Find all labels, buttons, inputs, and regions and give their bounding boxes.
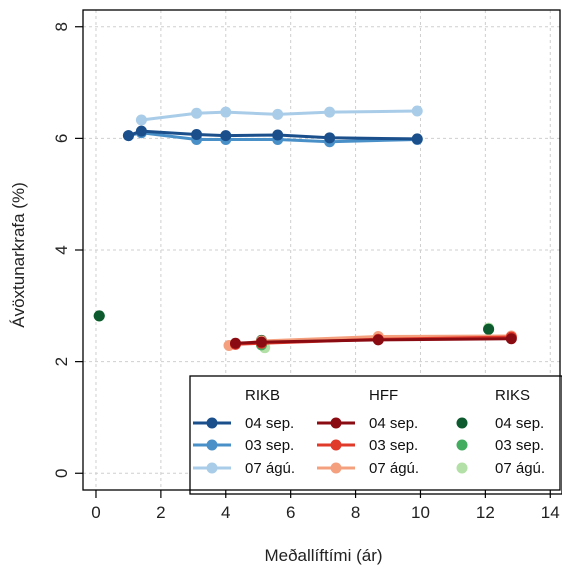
legend-swatch-marker	[206, 462, 218, 474]
series-line-rikb-07-g-	[141, 109, 418, 122]
data-point-rikb-04-sep-	[324, 132, 336, 144]
legend-swatch-marker	[330, 417, 342, 429]
y-axis-title: Ávöxtunarkrafa (%)	[9, 182, 28, 328]
y-tick-label: 6	[52, 134, 71, 143]
y-tick-label: 4	[52, 245, 71, 254]
legend-group-title: RIKS	[495, 387, 530, 404]
data-point-rikb-07-g-	[191, 107, 203, 119]
legend-swatch-marker	[456, 462, 468, 474]
y-tick-label: 2	[52, 357, 71, 366]
legend-entry-label: 04 sep.	[245, 415, 294, 432]
data-point-rikb-07-g-	[411, 105, 423, 117]
legend-swatch-marker	[330, 439, 342, 451]
x-tick-label: 4	[221, 503, 230, 522]
legend-box	[189, 375, 562, 495]
data-point-riks-04-sep-	[483, 323, 495, 335]
legend-swatch-marker	[206, 417, 218, 429]
x-tick-label: 12	[476, 503, 495, 522]
y-tick-label: 8	[52, 22, 71, 31]
x-tick-label: 2	[156, 503, 165, 522]
legend-entry-label: 07 ágú.	[495, 460, 545, 477]
legend-swatch-marker	[456, 417, 468, 429]
x-tick-label: 0	[91, 503, 100, 522]
data-point-hff-04-sep-	[372, 334, 384, 346]
x-tick-label: 10	[411, 503, 430, 522]
data-point-rikb-07-g-	[272, 108, 284, 120]
legend-swatch-marker	[456, 439, 468, 451]
legend-entry-label: 03 sep.	[495, 437, 544, 454]
x-tick-label: 6	[286, 503, 295, 522]
legend-group-title: RIKB	[245, 387, 280, 404]
axes: 0 2 4 6 8 10 12 14 0 2 4 6 8	[52, 22, 560, 522]
series-line-hff-04-sep-	[235, 337, 512, 345]
data-point-hff-04-sep-	[230, 337, 242, 349]
x-axis-title: Meðallíftími (ár)	[264, 546, 382, 565]
data-point-rikb-07-g-	[324, 106, 336, 118]
data-point-rikb-04-sep-	[272, 129, 284, 141]
data-point-riks-04-sep-	[93, 310, 105, 322]
legend-entry-label: 04 sep.	[369, 415, 418, 432]
legend-entry-label: 03 sep.	[245, 437, 294, 454]
data-point-rikb-07-g-	[220, 106, 232, 118]
data-point-rikb-04-sep-	[135, 125, 147, 137]
legend-entry-label: 07 ágú.	[245, 460, 295, 477]
x-tick-label: 8	[351, 503, 360, 522]
data-point-rikb-04-sep-	[191, 128, 203, 140]
legend-entry-label: 07 ágú.	[369, 460, 419, 477]
grid-lines	[83, 10, 560, 490]
data-point-hff-04-sep-	[505, 333, 517, 345]
legend: RIKB 04 sep. 03 sep. 07 ágú. HFF 04 sep. 03 se…	[189, 375, 562, 495]
series-layer	[93, 105, 517, 354]
legend-swatch-marker	[206, 439, 218, 451]
data-point-rikb-04-sep-	[411, 133, 423, 145]
data-point-rikb-07-g-	[135, 114, 147, 126]
data-point-rikb-04-sep-	[122, 130, 134, 142]
data-point-hff-04-sep-	[255, 336, 267, 348]
legend-group-title: HFF	[369, 387, 398, 404]
legend-entry-label: 04 sep.	[495, 415, 544, 432]
y-tick-label: 0	[52, 469, 71, 478]
data-point-rikb-04-sep-	[220, 130, 232, 142]
legend-entry-label: 03 sep.	[369, 437, 418, 454]
legend-swatch-marker	[330, 462, 342, 474]
x-tick-label: 14	[541, 503, 560, 522]
